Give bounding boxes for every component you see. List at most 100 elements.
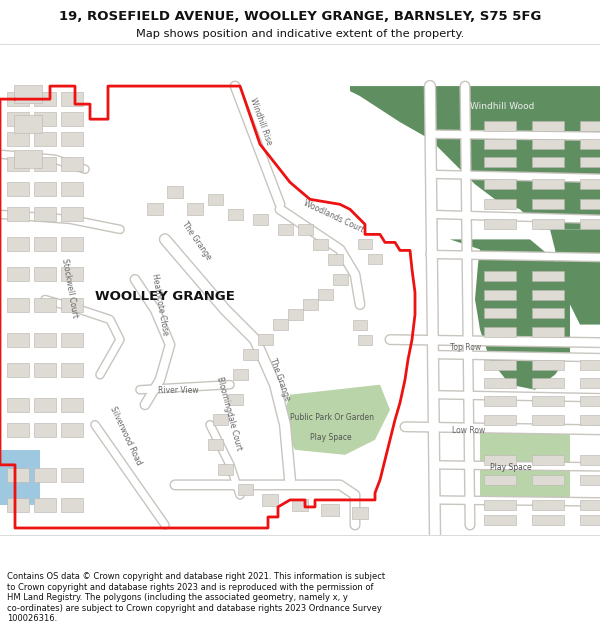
Bar xyxy=(34,298,56,311)
Bar xyxy=(34,398,56,412)
Bar xyxy=(532,396,564,406)
Text: Map shows position and indicative extent of the property.: Map shows position and indicative extent… xyxy=(136,29,464,39)
Bar xyxy=(352,507,368,519)
Bar xyxy=(580,500,600,510)
Bar xyxy=(484,289,516,299)
Text: Bloomingdale Court: Bloomingdale Court xyxy=(215,376,244,452)
Text: Stockwell Court: Stockwell Court xyxy=(60,258,79,319)
Text: WOOLLEY GRANGE: WOOLLEY GRANGE xyxy=(95,289,235,302)
Bar xyxy=(484,219,516,229)
Bar xyxy=(61,132,83,146)
Polygon shape xyxy=(350,86,600,229)
Bar xyxy=(7,208,29,221)
Bar xyxy=(61,398,83,412)
Text: Heathcote Close: Heathcote Close xyxy=(150,273,170,337)
Bar xyxy=(34,158,56,171)
Bar xyxy=(7,268,29,281)
Text: Public Park Or Garden: Public Park Or Garden xyxy=(290,412,374,422)
Bar xyxy=(287,309,302,320)
Text: Low Row: Low Row xyxy=(452,426,485,435)
Bar xyxy=(484,199,516,209)
Bar xyxy=(532,500,564,510)
Bar xyxy=(7,132,29,146)
Bar xyxy=(580,396,600,406)
Bar xyxy=(321,504,339,516)
Bar xyxy=(580,475,600,485)
Bar xyxy=(253,214,268,225)
Polygon shape xyxy=(450,239,570,390)
Bar xyxy=(233,369,248,380)
Bar xyxy=(61,92,83,106)
Bar xyxy=(484,396,516,406)
Text: Play Space: Play Space xyxy=(490,463,532,472)
Bar xyxy=(484,179,516,189)
Bar xyxy=(187,203,203,216)
Bar xyxy=(61,498,83,512)
Bar xyxy=(61,362,83,377)
Bar xyxy=(532,139,564,149)
Bar xyxy=(580,158,600,168)
Text: The Grange: The Grange xyxy=(180,219,213,261)
Bar xyxy=(532,219,564,229)
Bar xyxy=(532,378,564,388)
Bar xyxy=(34,422,56,437)
Bar xyxy=(7,468,29,482)
Bar xyxy=(353,319,367,329)
Bar xyxy=(257,334,272,345)
Bar xyxy=(532,179,564,189)
Polygon shape xyxy=(480,430,570,500)
Bar xyxy=(7,182,29,196)
Bar xyxy=(484,121,516,131)
Text: Windhill Wood: Windhill Wood xyxy=(470,102,535,111)
Bar xyxy=(484,139,516,149)
Bar xyxy=(532,308,564,318)
Bar xyxy=(61,238,83,251)
Text: Woodlands Court: Woodlands Court xyxy=(302,199,365,234)
Text: Top Row: Top Row xyxy=(450,342,481,352)
Bar xyxy=(532,271,564,281)
Bar xyxy=(484,455,516,465)
Bar xyxy=(14,150,42,168)
Polygon shape xyxy=(550,229,600,324)
Bar xyxy=(7,332,29,347)
Bar xyxy=(34,468,56,482)
Bar xyxy=(484,271,516,281)
Text: Play Space: Play Space xyxy=(310,432,352,442)
Bar xyxy=(7,92,29,106)
Bar xyxy=(580,515,600,525)
Bar xyxy=(532,359,564,369)
Bar xyxy=(34,112,56,126)
Bar xyxy=(34,92,56,106)
Bar xyxy=(34,362,56,377)
Text: Silverwood Road: Silverwood Road xyxy=(108,406,143,467)
Text: Contains OS data © Crown copyright and database right 2021. This information is : Contains OS data © Crown copyright and d… xyxy=(7,572,385,623)
Bar xyxy=(298,224,313,235)
Bar xyxy=(208,194,223,205)
Bar xyxy=(532,455,564,465)
Bar xyxy=(580,219,600,229)
Bar xyxy=(313,239,328,250)
Bar xyxy=(242,349,257,360)
Bar xyxy=(7,112,29,126)
Bar xyxy=(532,415,564,425)
Bar xyxy=(532,158,564,168)
Bar xyxy=(532,121,564,131)
Bar xyxy=(580,179,600,189)
Bar xyxy=(14,115,42,133)
Bar xyxy=(292,499,308,511)
Bar xyxy=(484,327,516,337)
Text: The Grange: The Grange xyxy=(268,357,292,402)
Bar xyxy=(484,500,516,510)
Bar xyxy=(580,378,600,388)
Text: River View: River View xyxy=(158,386,199,395)
Bar xyxy=(34,238,56,251)
Bar xyxy=(7,498,29,512)
Bar xyxy=(332,274,347,285)
Bar xyxy=(484,308,516,318)
Bar xyxy=(532,199,564,209)
Bar xyxy=(484,158,516,168)
Bar xyxy=(238,484,253,496)
Bar xyxy=(34,208,56,221)
Bar xyxy=(227,394,242,405)
Bar xyxy=(484,378,516,388)
